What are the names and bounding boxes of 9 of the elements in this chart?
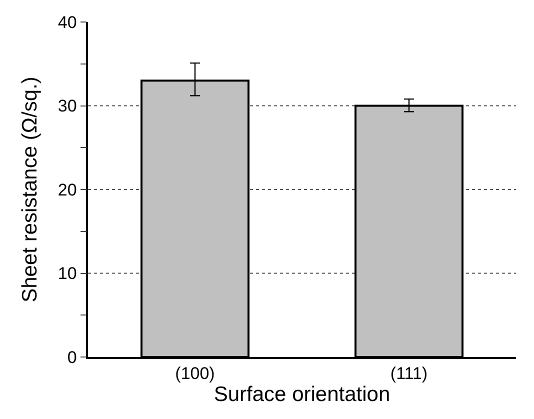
y-tick-label: 40 — [58, 12, 77, 32]
y-tick-label: 0 — [67, 348, 77, 367]
y-tick-label: 10 — [58, 264, 77, 284]
x-axis-title: Surface orientation — [214, 383, 390, 406]
y-tick-label: 30 — [58, 96, 77, 116]
y-axis-title: Sheet resistance (Ω/sq.) — [18, 76, 42, 302]
x-tick-label: (100) — [175, 364, 215, 384]
y-tick-label: 20 — [58, 180, 77, 200]
x-tick-label: (111) — [390, 364, 428, 384]
